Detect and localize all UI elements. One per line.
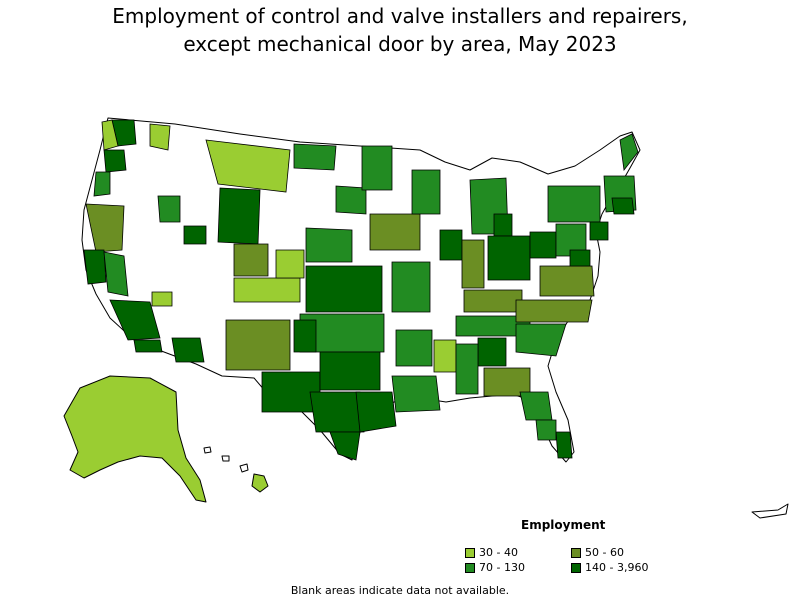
hawaii-maui <box>239 463 249 473</box>
area-bay-area <box>83 249 107 285</box>
area-idaho-boise <box>157 195 181 223</box>
legend-item-70-130: 70 - 130 <box>465 562 525 574</box>
area-miami <box>555 431 573 459</box>
area-minneapolis <box>361 145 393 191</box>
area-south-carolina <box>515 323 567 357</box>
area-tampa <box>535 419 557 441</box>
area-south-dakota <box>335 185 367 215</box>
alaska-outline <box>63 375 207 503</box>
area-louisiana <box>391 375 441 413</box>
hawaii-oahu <box>221 455 230 462</box>
legend-label-30-40: 30 - 40 <box>479 546 518 559</box>
area-portland <box>103 149 127 173</box>
area-nevada-south <box>151 291 173 307</box>
map-title-line-1: Employment of control and valve installe… <box>112 4 688 28</box>
area-alabama <box>455 343 479 395</box>
area-oregon-coast <box>93 171 111 197</box>
legend-item-50-60: 50 - 60 <box>571 547 624 559</box>
area-new-york-upstate <box>547 185 601 223</box>
legend-item-140-3960: 140 - 3,960 <box>571 562 648 574</box>
area-chicago <box>439 229 463 261</box>
map-title: Employment of control and valve installe… <box>0 2 800 58</box>
legend-swatch-70-130 <box>465 563 475 573</box>
area-kansas <box>305 265 383 313</box>
area-central-texas <box>309 391 365 433</box>
area-san-diego <box>133 339 163 353</box>
area-wisconsin <box>411 169 441 215</box>
area-detroit <box>493 213 513 237</box>
area-los-angeles <box>109 299 161 341</box>
area-north-carolina <box>515 299 593 323</box>
legend-item-30-40: 30 - 40 <box>465 547 518 559</box>
data-availability-note: Blank areas indicate data not available. <box>290 584 510 597</box>
area-florida-north <box>519 391 553 421</box>
area-iowa <box>369 213 421 251</box>
area-north-dakota <box>293 143 337 171</box>
legend-title: Employment <box>521 518 606 532</box>
area-utah-salt-lake <box>183 225 207 245</box>
area-pennsylvania-west <box>529 231 557 259</box>
area-new-mexico <box>225 319 291 371</box>
map-title-line-2: except mechanical door by area, May 2023 <box>183 32 617 56</box>
area-spokane <box>149 123 171 151</box>
area-atlanta <box>477 337 507 367</box>
area-colorado-west <box>233 243 269 277</box>
area-texas-panhandle <box>293 319 317 353</box>
area-colorado-east <box>275 249 305 279</box>
area-washington-dc <box>569 249 591 267</box>
area-south-texas <box>329 431 361 461</box>
legend-label-70-130: 70 - 130 <box>479 561 525 574</box>
legend-label-50-60: 50 - 60 <box>585 546 624 559</box>
area-ohio <box>487 235 531 281</box>
hawaii-big-island <box>251 473 269 493</box>
area-mississippi <box>433 339 457 373</box>
area-phoenix <box>171 337 205 363</box>
area-houston <box>355 391 397 433</box>
area-boston <box>611 197 635 215</box>
area-dallas-fort-worth <box>319 351 381 391</box>
area-virginia <box>539 265 595 297</box>
hawaii-kauai <box>203 446 212 454</box>
legend-swatch-30-40 <box>465 548 475 558</box>
area-colorado-south <box>233 277 301 303</box>
area-central-valley <box>103 251 129 297</box>
area-new-york-city <box>589 221 609 241</box>
puerto-rico <box>751 503 789 519</box>
area-wyoming <box>217 187 261 245</box>
area-montana <box>205 139 291 193</box>
area-maine <box>619 133 639 171</box>
legend-swatch-140-3960 <box>571 563 581 573</box>
area-kentucky <box>463 289 523 313</box>
area-missouri <box>391 261 431 313</box>
legend-label-140-3960: 140 - 3,960 <box>585 561 649 574</box>
area-indiana <box>461 239 485 289</box>
area-arkansas <box>395 329 433 367</box>
area-northern-california <box>85 203 125 253</box>
legend-swatch-50-60 <box>571 548 581 558</box>
area-nebraska <box>305 227 353 263</box>
area-western-washington <box>101 119 119 151</box>
